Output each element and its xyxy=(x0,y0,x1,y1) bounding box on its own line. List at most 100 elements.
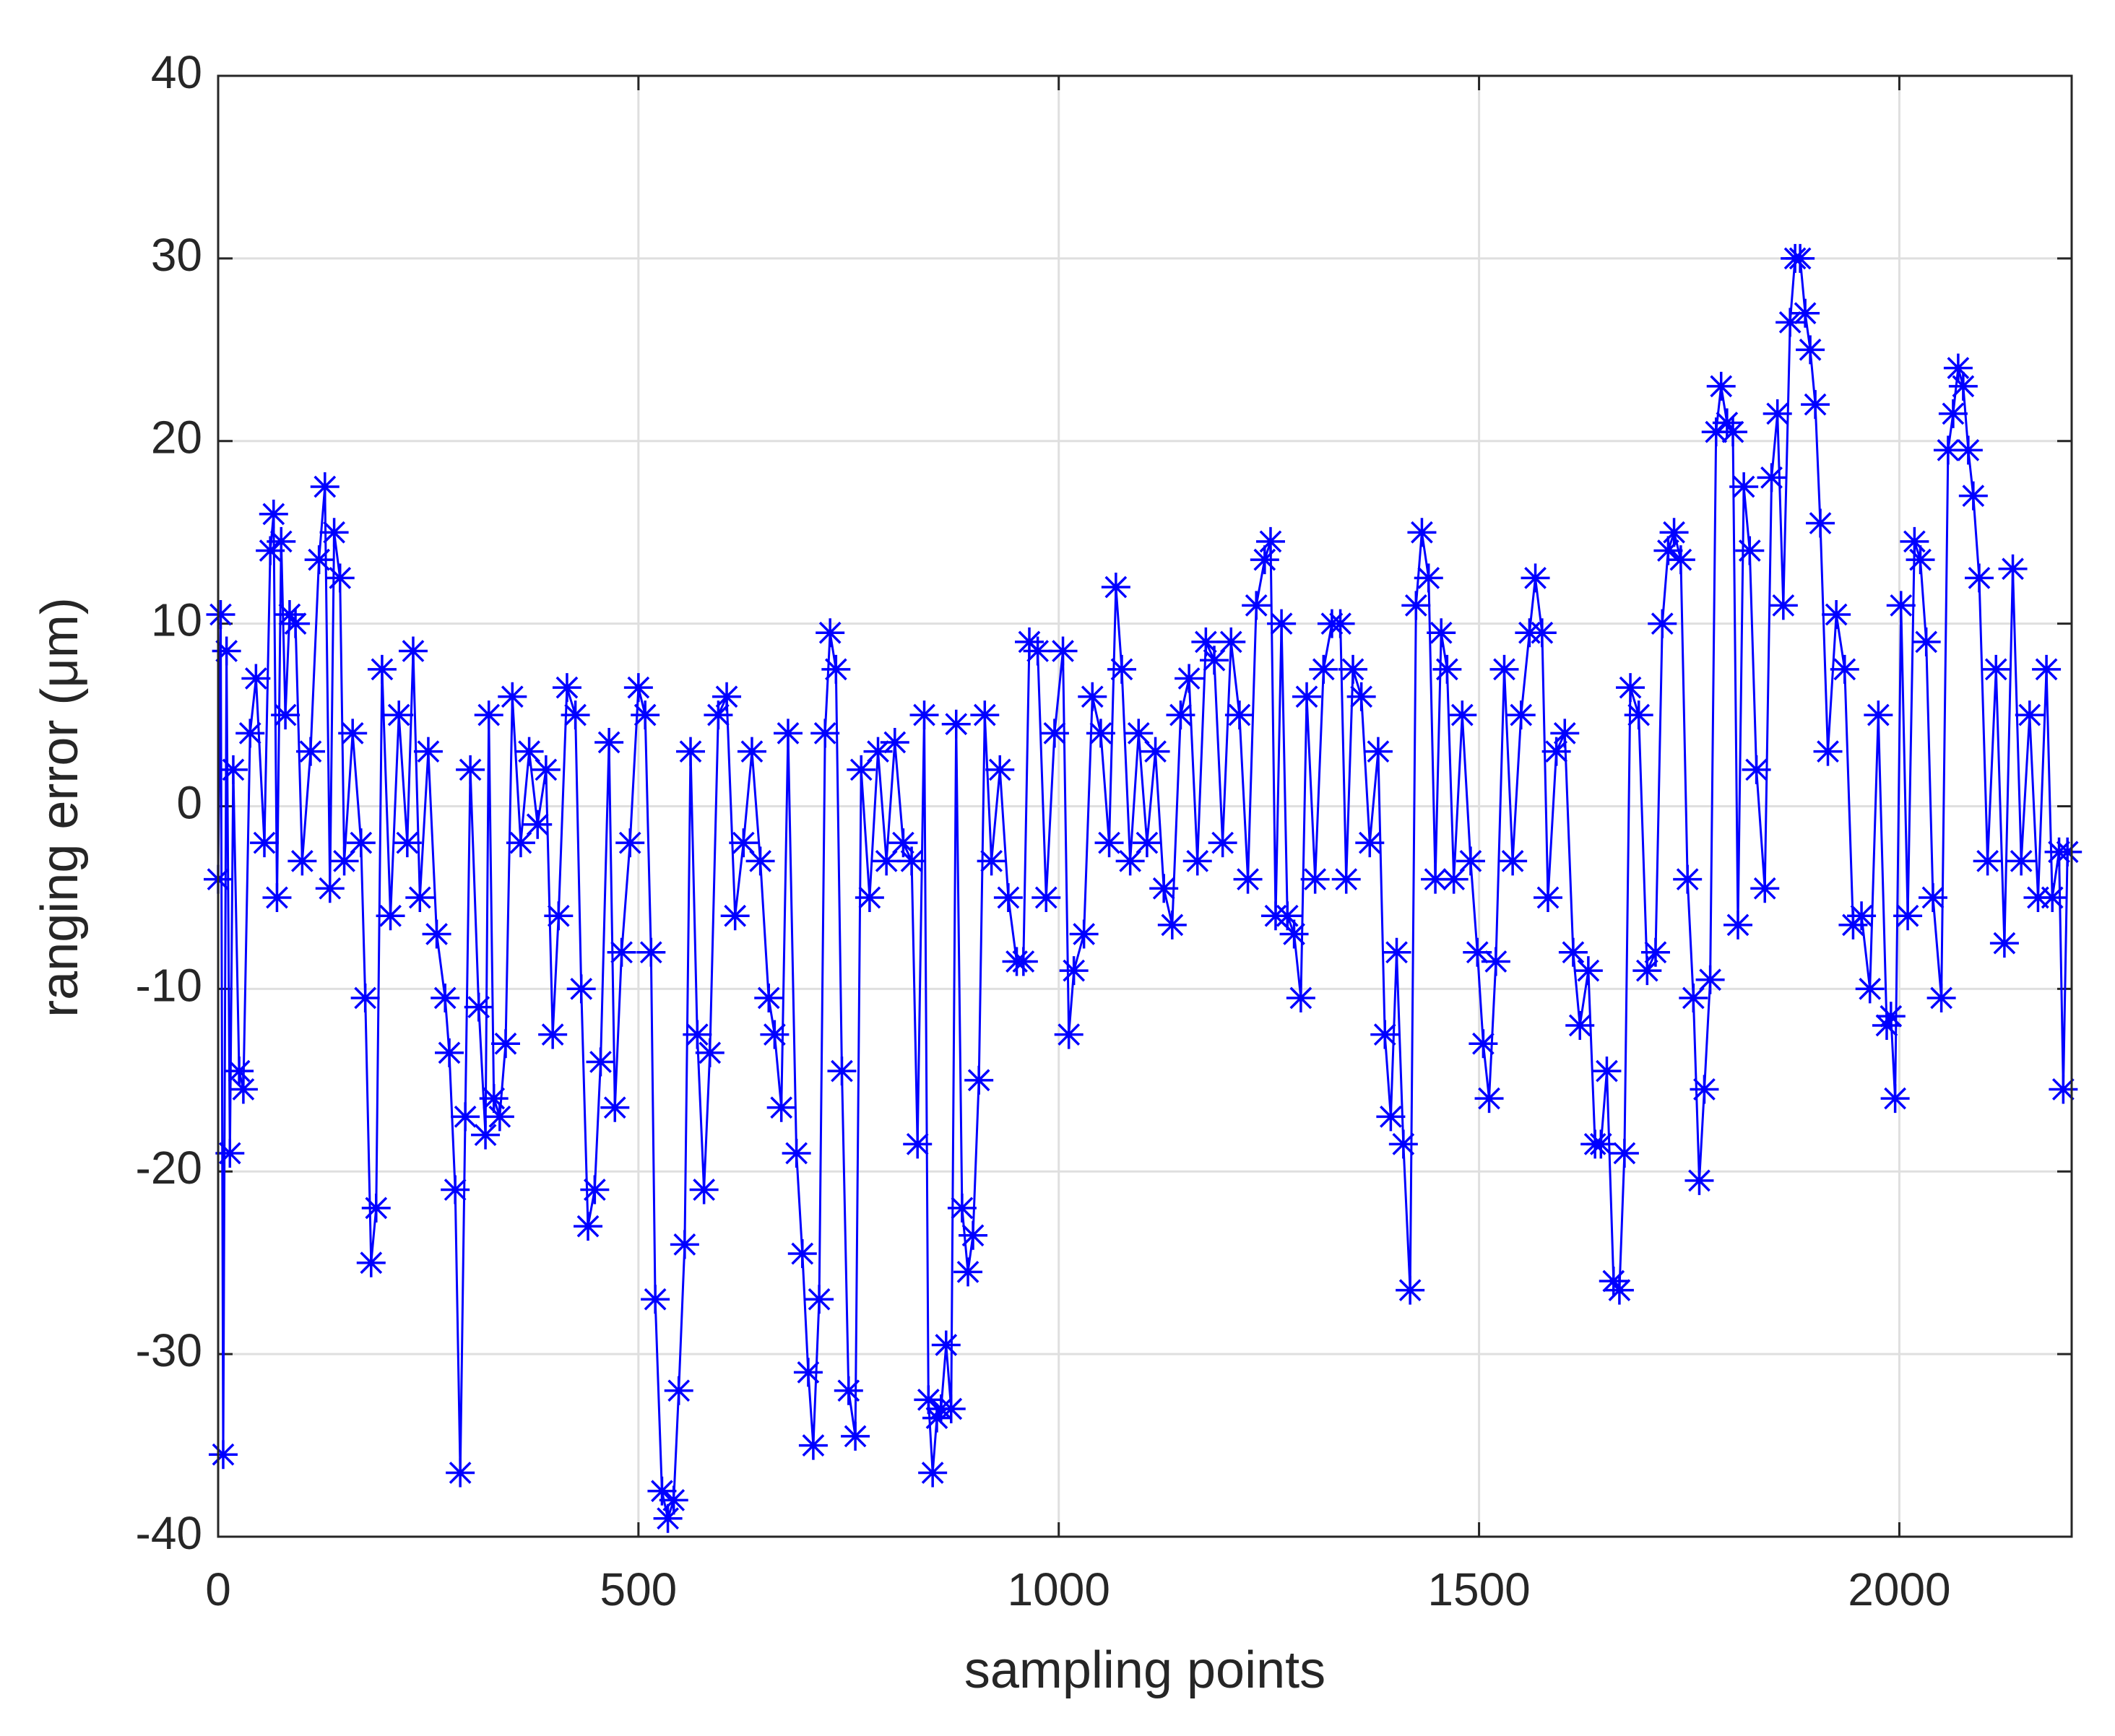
marker xyxy=(1439,864,1469,894)
marker xyxy=(1250,545,1279,575)
marker xyxy=(267,526,296,556)
marker xyxy=(793,1358,823,1387)
y-tick-label: 40 xyxy=(151,46,202,98)
marker xyxy=(1107,654,1136,684)
marker xyxy=(514,737,544,766)
marker xyxy=(810,719,840,748)
marker xyxy=(1023,636,1052,666)
marker xyxy=(1855,974,1885,1004)
marker xyxy=(782,1138,811,1168)
marker xyxy=(586,1047,615,1077)
marker xyxy=(296,737,326,766)
marker xyxy=(1388,1129,1418,1159)
marker xyxy=(676,737,706,766)
marker xyxy=(695,1038,725,1067)
marker xyxy=(241,664,271,693)
marker xyxy=(1604,1275,1634,1305)
marker xyxy=(1200,646,1229,675)
marker xyxy=(1300,864,1330,894)
marker xyxy=(897,846,927,876)
marker xyxy=(566,974,596,1004)
marker xyxy=(208,1440,238,1470)
marker xyxy=(544,901,574,931)
marker xyxy=(1640,937,1670,967)
marker xyxy=(1653,536,1683,565)
marker xyxy=(1132,828,1162,858)
marker xyxy=(959,1220,988,1250)
marker xyxy=(1893,901,1923,931)
marker xyxy=(1830,654,1859,684)
marker xyxy=(413,737,443,766)
marker xyxy=(367,654,397,684)
marker xyxy=(855,882,884,912)
marker xyxy=(670,1230,699,1259)
marker xyxy=(384,700,414,730)
marker xyxy=(1292,682,1322,711)
marker xyxy=(964,1065,994,1095)
y-tick-label: -10 xyxy=(136,959,203,1011)
marker xyxy=(1791,298,1820,328)
marker xyxy=(1933,435,1963,465)
marker xyxy=(1059,956,1089,986)
marker xyxy=(1900,526,1929,556)
marker xyxy=(256,536,285,565)
marker xyxy=(1729,472,1759,501)
marker xyxy=(704,700,733,730)
marker xyxy=(607,937,636,967)
marker xyxy=(1078,682,1107,711)
marker xyxy=(863,737,893,766)
marker xyxy=(1723,910,1752,939)
marker xyxy=(1421,864,1450,894)
marker xyxy=(1690,1075,1719,1104)
marker xyxy=(1115,846,1145,876)
data-line xyxy=(217,257,2069,1523)
marker xyxy=(1998,554,2028,583)
marker xyxy=(737,737,766,766)
y-tick-label: 10 xyxy=(151,594,202,646)
marker xyxy=(1279,919,1309,949)
marker xyxy=(212,636,241,666)
marker xyxy=(1573,956,1603,986)
marker xyxy=(1474,1084,1504,1114)
marker xyxy=(1469,1029,1498,1059)
marker xyxy=(1684,1166,1714,1195)
marker xyxy=(1054,1020,1084,1049)
marker xyxy=(228,1075,258,1104)
marker xyxy=(1101,573,1130,602)
marker xyxy=(1735,536,1765,565)
marker xyxy=(456,755,485,784)
marker xyxy=(1541,737,1571,766)
marker xyxy=(1346,682,1376,711)
marker xyxy=(1273,901,1302,931)
marker xyxy=(2007,846,2036,876)
marker xyxy=(574,1212,603,1241)
marker xyxy=(659,1485,688,1515)
marker xyxy=(600,1093,630,1122)
marker xyxy=(1847,901,1877,931)
marker xyxy=(647,1476,677,1506)
marker xyxy=(1592,1056,1622,1086)
marker xyxy=(1880,1084,1910,1114)
marker xyxy=(1286,984,1315,1013)
marker xyxy=(485,1102,514,1132)
marker xyxy=(1191,627,1221,656)
plot-frame xyxy=(217,74,2073,1538)
y-tick-label: 20 xyxy=(151,412,202,464)
marker xyxy=(1255,526,1285,556)
x-tick-label: 1000 xyxy=(1008,1563,1110,1615)
marker xyxy=(1806,508,1835,538)
marker xyxy=(774,719,803,748)
marker xyxy=(936,1394,966,1423)
marker xyxy=(1550,719,1580,748)
marker xyxy=(1776,308,1805,337)
marker xyxy=(2015,700,2044,730)
marker xyxy=(827,1056,857,1086)
marker xyxy=(1534,882,1562,912)
marker xyxy=(847,755,876,784)
marker xyxy=(1762,399,1792,428)
marker xyxy=(1742,755,1771,784)
marker xyxy=(1973,846,2002,876)
marker xyxy=(315,874,345,903)
y-tick-label: 30 xyxy=(151,229,202,281)
